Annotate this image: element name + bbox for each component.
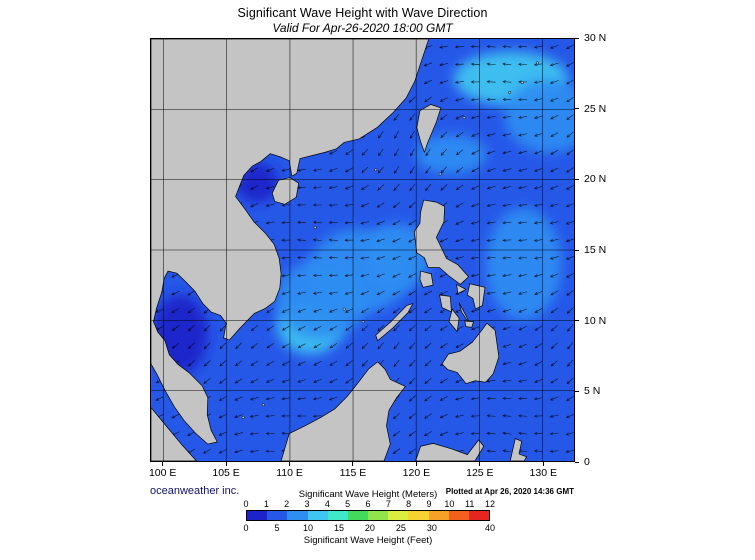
chart-title: Significant Wave Height with Wave Direct… xyxy=(237,6,488,20)
colorbar-cell xyxy=(327,511,348,520)
colorbar-cell xyxy=(468,511,490,520)
x-tick-mark xyxy=(162,462,164,466)
feet-tick-label: 30 xyxy=(426,523,437,533)
x-tick-mark xyxy=(479,462,481,466)
colorbar-cell xyxy=(388,511,409,520)
x-tick-mark xyxy=(415,462,417,466)
meter-tick-label: 11 xyxy=(464,499,475,509)
plotted-timestamp: Plotted at Apr 26, 2020 14:36 GMT xyxy=(445,487,574,496)
meter-tick-label: 5 xyxy=(345,499,351,509)
feet-tick-label: 10 xyxy=(302,523,313,533)
colorbar-cell xyxy=(347,511,369,520)
chart-subtitle: Valid For Apr-26-2020 18:00 GMT xyxy=(272,21,453,35)
meter-tick-label: 3 xyxy=(304,499,310,509)
graticule-grid xyxy=(151,39,574,461)
meter-tick-label: 0 xyxy=(243,499,249,509)
y-tick-mark xyxy=(575,461,579,463)
y-tick-mark xyxy=(575,249,579,251)
legend-meters-label: Significant Wave Height (Meters) xyxy=(298,489,438,500)
x-tick-label: 100 E xyxy=(148,467,177,479)
y-tick-label: 15 N xyxy=(584,244,607,256)
feet-tick-label: 25 xyxy=(395,523,406,533)
x-tick-label: 115 E xyxy=(339,467,367,479)
colorbar-cell xyxy=(287,511,308,520)
meter-tick-label: 1 xyxy=(263,499,269,509)
credit-text: oceanweather inc. xyxy=(150,485,240,497)
legend-feet-label: Significant Wave Height (Feet) xyxy=(303,535,433,546)
colorbar-cell xyxy=(267,511,288,520)
y-tick-mark xyxy=(575,320,579,322)
y-tick-label: 5 N xyxy=(584,385,601,398)
y-tick-label: 20 N xyxy=(584,173,607,186)
feet-tick-label: 15 xyxy=(333,523,344,533)
x-tick-mark xyxy=(542,462,544,466)
meter-tick-label: 10 xyxy=(444,499,455,509)
feet-tick-label: 0 xyxy=(243,523,249,533)
meter-tick-label: 4 xyxy=(324,499,330,509)
map-plot-area xyxy=(150,38,575,462)
land-layer xyxy=(151,39,539,461)
colorbar-cell xyxy=(368,511,389,520)
x-tick-label: 120 E xyxy=(402,467,431,479)
wave-map-svg xyxy=(151,39,574,461)
x-tick-label: 130 E xyxy=(529,467,557,479)
colorbar-cell xyxy=(448,511,469,520)
x-tick-mark xyxy=(289,462,291,466)
colorbar-cell xyxy=(408,511,429,520)
colorbar-cell xyxy=(247,511,268,520)
y-tick-mark xyxy=(575,390,579,392)
x-tick-mark xyxy=(352,462,354,466)
x-tick-label: 105 E xyxy=(212,467,240,479)
y-tick-mark xyxy=(575,178,579,180)
meter-tick-label: 6 xyxy=(365,499,371,509)
colorbar-cell xyxy=(307,511,328,520)
y-tick-label: 10 N xyxy=(584,314,607,327)
meter-tick-label: 9 xyxy=(426,499,432,509)
y-tick-label: 0 xyxy=(584,456,590,468)
y-tick-mark xyxy=(575,37,579,39)
meter-tick-label: 8 xyxy=(406,499,412,509)
x-tick-mark xyxy=(225,462,227,466)
meter-tick-label: 7 xyxy=(385,499,391,509)
meter-tick-label: 2 xyxy=(284,499,290,509)
y-tick-mark xyxy=(575,108,579,110)
meter-tick-label: 12 xyxy=(484,499,496,509)
feet-tick-label: 40 xyxy=(484,523,496,533)
x-tick-label: 125 E xyxy=(466,467,494,479)
y-tick-label: 25 N xyxy=(584,102,607,115)
feet-tick-label: 20 xyxy=(364,523,375,533)
colorbar-cell xyxy=(428,511,449,520)
y-tick-label: 30 N xyxy=(584,32,607,44)
x-tick-label: 110 E xyxy=(276,467,303,479)
colorbar xyxy=(246,510,490,521)
feet-tick-label: 5 xyxy=(274,523,280,533)
